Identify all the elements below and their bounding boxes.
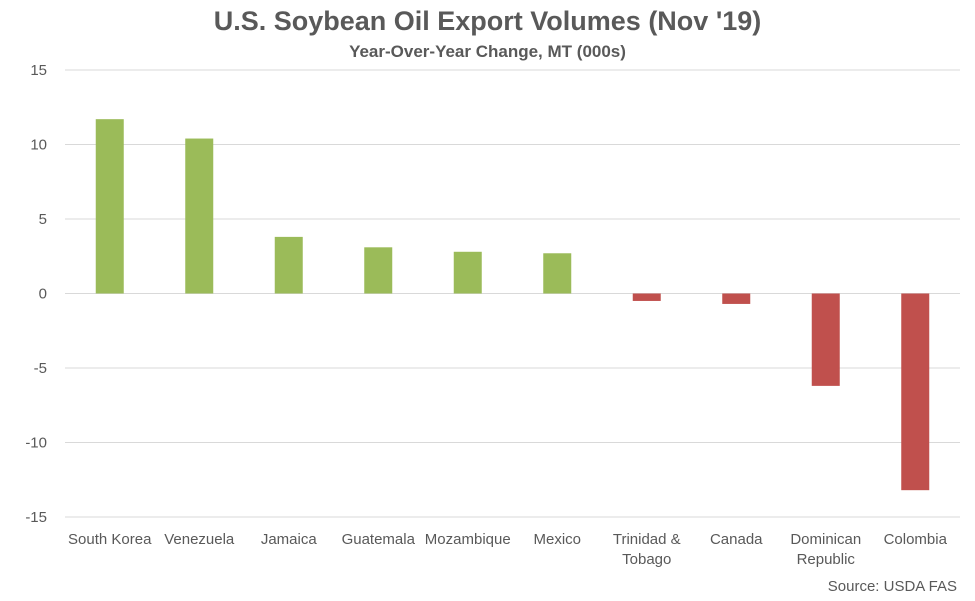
y-tick-label: 5 (39, 211, 47, 228)
bar (901, 293, 930, 491)
x-category-label: Colombia (884, 531, 948, 548)
bar (364, 247, 393, 294)
x-category-label: Guatemala (342, 531, 416, 548)
x-category-label: Mozambique (425, 531, 511, 548)
bar (811, 293, 840, 386)
bar (95, 119, 124, 294)
x-category-label: Mexico (533, 531, 581, 548)
bar (722, 293, 751, 304)
bar (543, 253, 572, 294)
y-tick-label: 0 (39, 286, 47, 303)
y-tick-label: 10 (30, 137, 47, 154)
x-category-label: Dominican Republic (790, 531, 861, 568)
x-category-label: South Korea (68, 531, 152, 548)
y-tick-label: -5 (34, 360, 47, 377)
chart-subtitle: Year-Over-Year Change, MT (000s) (349, 42, 626, 61)
bar (632, 293, 661, 301)
x-category-label: Trinidad & Tobago (613, 531, 681, 568)
y-tick-label: -10 (25, 435, 47, 452)
y-tick-label: 15 (30, 62, 47, 79)
bar (185, 138, 214, 294)
x-category-label: Canada (710, 531, 763, 548)
chart-title: U.S. Soybean Oil Export Volumes (Nov '19… (213, 6, 762, 36)
x-category-label: Jamaica (261, 531, 318, 548)
source-note: Source: USDA FAS (827, 578, 957, 595)
y-tick-label: -15 (25, 509, 47, 526)
x-category-label: Venezuela (164, 531, 235, 548)
bar (453, 251, 482, 294)
bar (274, 236, 303, 294)
